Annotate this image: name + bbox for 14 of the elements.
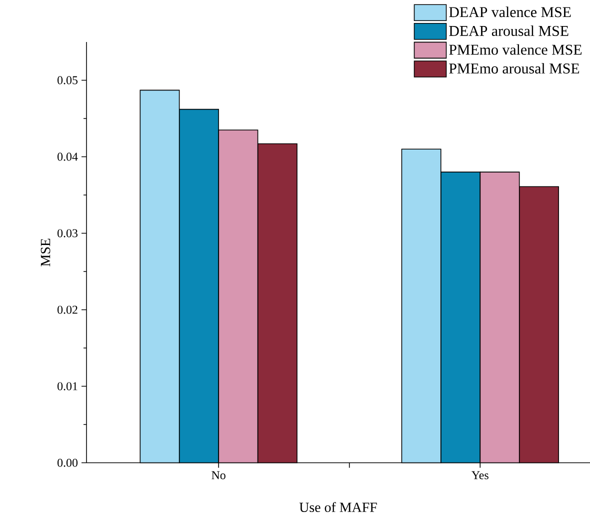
y-tick-label: 0.00 — [58, 458, 78, 467]
y-axis-title: MSE — [40, 238, 50, 266]
legend-label: PMEmo valence MSE — [449, 44, 582, 55]
y-tick-label: 0.01 — [58, 382, 78, 390]
legend-label: PMEmo arousal MSE — [449, 63, 580, 74]
legend-label: DEAP valence MSE — [449, 6, 571, 18]
y-tick-label: 0.04 — [58, 152, 78, 161]
x-tick-label: Yes — [472, 471, 488, 480]
x-axis-title: Use of MAFF — [299, 502, 377, 512]
legend-label: DEAP arousal MSE — [449, 25, 568, 36]
y-tick-label: 0.02 — [58, 306, 78, 314]
y-tick-label: 0.03 — [58, 229, 78, 238]
y-tick-label: 0.05 — [58, 76, 78, 84]
x-tick-label: No — [212, 471, 226, 480]
